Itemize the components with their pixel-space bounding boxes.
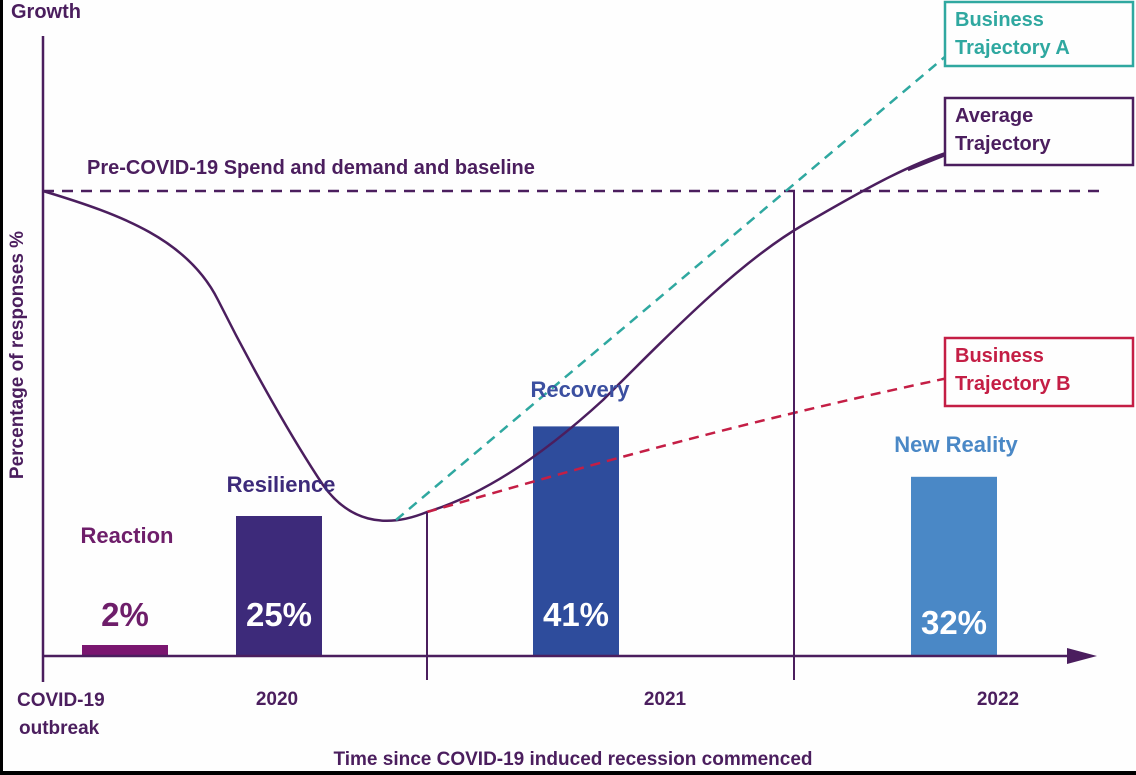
- value-label-3: 32%: [921, 604, 987, 641]
- legend-business-trajectory-b-line1: Business: [955, 345, 1044, 367]
- value-label-0: 2%: [101, 596, 149, 633]
- average-trajectory-line: [42, 150, 950, 523]
- legend-business-trajectory-b-box: [943, 336, 1135, 408]
- text-group: Business Trajectory A Average Trajectory Bus…: [7, 0, 1135, 770]
- chart-canvas: Business Trajectory A Average Trajectory Bus…: [3, 0, 1136, 771]
- bar-resilience: [236, 516, 322, 656]
- period-label-2020: 2020: [256, 689, 298, 710]
- bar-new-reality: [911, 476, 997, 656]
- legend-average-trajectory-line1: Average: [955, 105, 1033, 127]
- category-label-resilience: Resilience: [227, 472, 336, 497]
- y-axis-label: Percentage of responses %: [7, 231, 28, 479]
- legend-business-trajectory-a-line2: Trajectory A: [955, 37, 1070, 59]
- legend-business-trajectory-a-box: [943, 0, 1135, 68]
- chart-svg: Business Trajectory A Average Trajectory Bus…: [7, 0, 1135, 770]
- value-label-2: 41%: [543, 596, 609, 633]
- category-label-reaction: Reaction: [81, 523, 174, 548]
- bar-reaction: [82, 645, 168, 656]
- legend-average-trajectory-line2: Trajectory: [955, 133, 1051, 155]
- category-label-new-reality: New Reality: [894, 432, 1018, 457]
- bars-group: [82, 426, 997, 656]
- x-axis-arrow-icon: [1067, 648, 1097, 664]
- period-label-2022: 2022: [977, 689, 1019, 710]
- y-axis-top-label: Growth: [11, 1, 81, 23]
- category-label-recovery: Recovery: [530, 377, 630, 402]
- legend-average-trajectory-box: [943, 96, 1135, 167]
- legend-business-trajectory-b-line2: Trajectory B: [955, 373, 1071, 395]
- value-label-1: 25%: [246, 596, 312, 633]
- business-trajectory-b-line: [426, 376, 949, 514]
- origin-label-line2: outbreak: [19, 718, 100, 739]
- period-label-2021: 2021: [644, 689, 687, 710]
- axes-group: [41, 36, 1097, 682]
- business-trajectory-a-line: [395, 49, 954, 521]
- legend-business-trajectory-a-line1: Business: [955, 9, 1044, 31]
- baseline-label: Pre-COVID-19 Spend and demand and baseli…: [87, 157, 535, 179]
- x-axis-label: Time since COVID-19 induced recession co…: [333, 749, 812, 770]
- bar-recovery: [533, 426, 619, 656]
- origin-label-line1: COVID-19: [17, 690, 105, 711]
